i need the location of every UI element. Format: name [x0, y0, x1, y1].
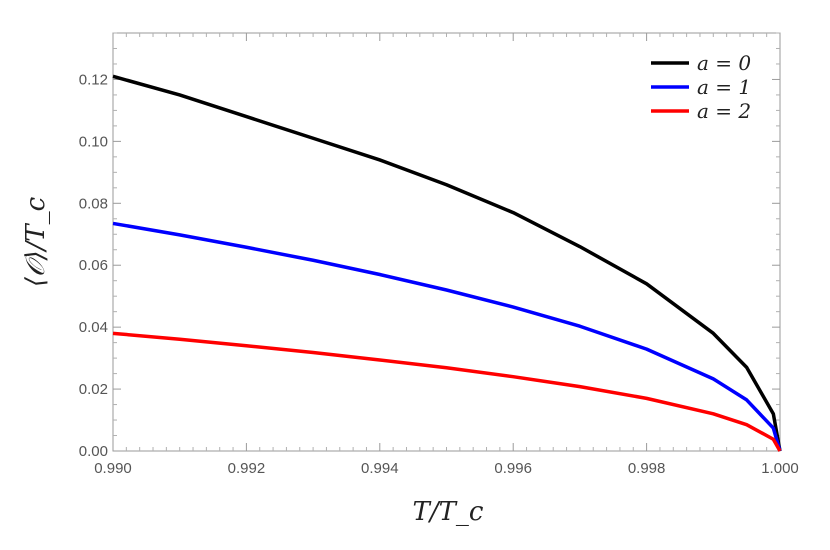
legend-label-2: a = 2 — [697, 99, 751, 123]
y-tick-label: 0.06 — [79, 257, 108, 274]
x-tick-label: 0.992 — [228, 460, 266, 477]
series-lines — [112, 74, 782, 452]
x-tick-label: 0.996 — [494, 460, 532, 477]
x-axis-label: T/T_c — [412, 497, 483, 527]
y-tick-label: 0.12 — [79, 71, 108, 88]
series-line-1 — [112, 221, 782, 452]
legend-label-1: a = 1 — [697, 75, 751, 99]
y-axis-ticks: 0.00 0.02 0.04 0.06 0.08 0.10 0.12 — [79, 32, 780, 460]
series-line-2 — [112, 331, 782, 452]
x-tick-label: 0.994 — [361, 460, 399, 477]
x-tick-label: 1.000 — [761, 460, 799, 477]
y-tick-label: 0.04 — [79, 319, 108, 336]
y-tick-label: 0.08 — [79, 195, 108, 212]
y-tick-label: 0.02 — [79, 381, 108, 398]
series-line-0 — [112, 74, 782, 452]
y-tick-label: 0.00 — [79, 443, 108, 460]
x-tick-label: 0.998 — [628, 460, 666, 477]
legend: a = 0a = 1a = 2 — [651, 51, 751, 123]
x-axis-ticks: 0.990 0.992 0.994 0.996 0.998 1.000 — [94, 33, 799, 477]
legend-label-0: a = 0 — [697, 51, 751, 75]
x-tick-label: 0.990 — [94, 460, 132, 477]
y-axis-label: ⟨𝒪⟩/T_c — [21, 196, 51, 287]
y-tick-label: 0.10 — [79, 133, 108, 150]
